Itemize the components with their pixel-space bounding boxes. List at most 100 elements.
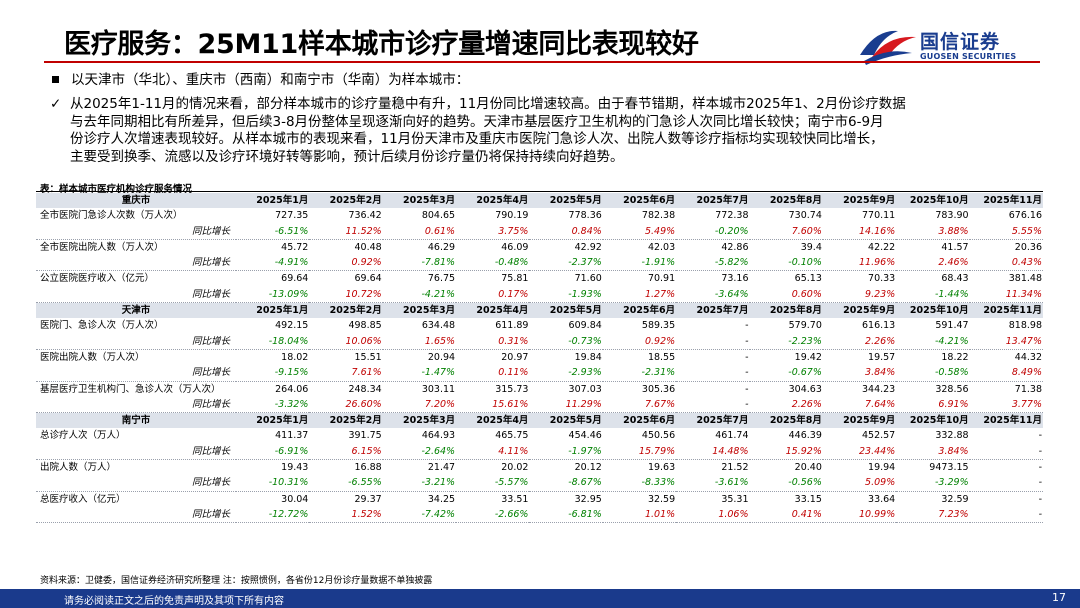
yoy-value: -0.67% (749, 365, 823, 382)
metric-value: 783.90 (935, 210, 969, 222)
metric-value: 18.02 (281, 351, 309, 363)
yoy-value: 0.11% (456, 365, 530, 382)
bullet-second-line: 主要受到换季、流感以及诊疗环境好转等影响，预计后续月份诊疗量仍将保持持续向好趋势… (70, 148, 624, 165)
table-row: 总医疗收入（亿元） 30.04 29.37 34.25 33.51 32.95 32.59 3… (36, 491, 1043, 507)
metric-value: 391.75 (348, 430, 382, 442)
yoy-value: 0.31% (456, 333, 530, 350)
table-row: 全市医院出院人数（万人次） 45.72 40.48 46.29 46.09 42.92 42… (36, 239, 1043, 255)
yoy-value: -5.82% (676, 255, 750, 272)
yoy-row: 同比增长 -18.04% 10.06% 1.65% 0.31% -0.73% 0.92% - -… (36, 333, 1043, 350)
yoy-value: -6.51% (236, 223, 310, 240)
yoy-value: -6.55% (309, 475, 383, 492)
square-bullet-icon (52, 75, 59, 83)
yoy-value: 0.61% (382, 223, 457, 240)
yoy-value: -5.57% (456, 475, 530, 492)
metric-value: 34.25 (427, 493, 456, 505)
yoy-value: 5.55% (969, 223, 1043, 240)
metric-value: 21.52 (721, 462, 749, 474)
table-row: 出院人数（万人） 19.43 16.88 21.47 20.02 20.12 19.63 21… (36, 460, 1043, 476)
metric-value: 69.64 (354, 273, 382, 285)
yoy-value: -0.73% (529, 333, 603, 350)
yoy-value: 0.43% (969, 255, 1043, 272)
bullet-first-text: 以天津市（华北）、重庆市（西南）和南宁市（华南）为样本城市： (71, 72, 470, 88)
city-name: 重庆市 (36, 193, 236, 209)
month-header: 2025年2月 (309, 412, 383, 429)
metric-value: 33.64 (868, 493, 896, 505)
yoy-label: 同比增长 (36, 475, 236, 492)
month-header: 2025年11月 (969, 302, 1043, 319)
metric-value: 770.11 (861, 210, 896, 222)
metric-value: 772.38 (715, 210, 749, 222)
yoy-value: -2.31% (602, 365, 677, 382)
title-divider (44, 61, 1040, 63)
month-header: 2025年2月 (309, 193, 383, 209)
metric-label: 全市医院出院人数（万人次） (40, 241, 164, 253)
metric-value: 33.51 (501, 493, 529, 505)
metric-label: 公立医院医疗收入（亿元） (40, 273, 155, 285)
yoy-value: 15.79% (602, 443, 677, 461)
metric-value: 790.19 (495, 210, 529, 222)
month-header: 2025年6月 (602, 193, 677, 209)
metric-value: - (745, 383, 749, 395)
yoy-value: -6.91% (236, 443, 310, 461)
yoy-value: 4.11% (456, 443, 530, 461)
metric-value: 452.57 (861, 430, 896, 442)
yoy-value: 14.48% (676, 443, 750, 461)
yoy-value: -3.21% (382, 475, 457, 492)
company-logo: 国信证券 GUOSEN SECURITIES (858, 25, 1058, 69)
metric-value: 19.43 (281, 462, 309, 474)
metric-value: 42.86 (721, 241, 749, 253)
metric-value: 70.33 (868, 273, 896, 285)
yoy-value: - (676, 333, 750, 350)
yoy-value: 10.72% (309, 286, 383, 304)
metric-value: 19.63 (647, 462, 676, 474)
yoy-value: -2.93% (529, 365, 603, 382)
yoy-value: -4.21% (896, 333, 970, 350)
metric-value: 609.84 (568, 320, 602, 332)
yoy-value: 6.91% (896, 396, 970, 414)
metric-value: 65.13 (794, 273, 822, 285)
yoy-value: -1.97% (529, 443, 603, 461)
yoy-value: 6.15% (309, 443, 383, 461)
yoy-value: -3.61% (676, 475, 750, 492)
metric-value: 782.38 (641, 210, 676, 222)
metric-value: 634.48 (421, 320, 456, 332)
table-row: 总诊疗人次（万人） 411.37 391.75 464.93 465.75 454.46 4… (36, 428, 1043, 443)
yoy-value: -2.37% (529, 255, 603, 272)
metric-value: 71.60 (574, 273, 602, 285)
metric-value: - (745, 351, 749, 363)
metric-value: 19.57 (868, 351, 896, 363)
metric-value: 16.88 (354, 462, 382, 474)
city-name: 天津市 (36, 302, 236, 319)
yoy-value: 5.09% (822, 475, 897, 492)
metric-value: 676.16 (1008, 210, 1042, 222)
guosen-logo-icon (860, 30, 916, 65)
metric-value: 19.84 (574, 351, 602, 363)
month-header: 2025年9月 (822, 302, 897, 319)
yoy-value: -1.93% (529, 286, 603, 304)
city-header-row: 南宁市 2025年1月 2025年2月 2025年3月 2025年4月 2025年5月 20… (36, 412, 1043, 429)
yoy-value: -12.72% (236, 506, 310, 524)
metric-value: 73.16 (721, 273, 749, 285)
metric-value: 35.31 (721, 493, 749, 505)
yoy-value: -0.48% (456, 255, 530, 272)
month-header: 2025年11月 (969, 412, 1043, 429)
metric-value: 19.42 (794, 351, 822, 363)
metric-value: 29.37 (354, 493, 382, 505)
metric-value: 579.70 (788, 320, 822, 332)
yoy-value: 0.17% (456, 286, 530, 304)
month-header: 2025年9月 (822, 412, 897, 429)
page-number: 17 (1052, 591, 1066, 604)
metric-value: 381.48 (1008, 273, 1042, 285)
yoy-label: 同比增长 (36, 255, 236, 272)
month-header: 2025年8月 (749, 302, 823, 319)
metric-label: 医院门、急诊人次（万人次） (40, 320, 164, 332)
metric-value: 20.40 (794, 462, 822, 474)
metric-value: - (1038, 430, 1042, 442)
yoy-value: 23.44% (822, 443, 897, 461)
table-row: 医院出院人数（万人次） 18.02 15.51 20.94 20.97 19.84 18.5… (36, 349, 1043, 365)
metric-value: 19.94 (868, 462, 896, 474)
month-header: 2025年7月 (676, 412, 750, 429)
metric-value: 46.29 (427, 241, 456, 253)
yoy-value: 7.20% (382, 396, 457, 414)
